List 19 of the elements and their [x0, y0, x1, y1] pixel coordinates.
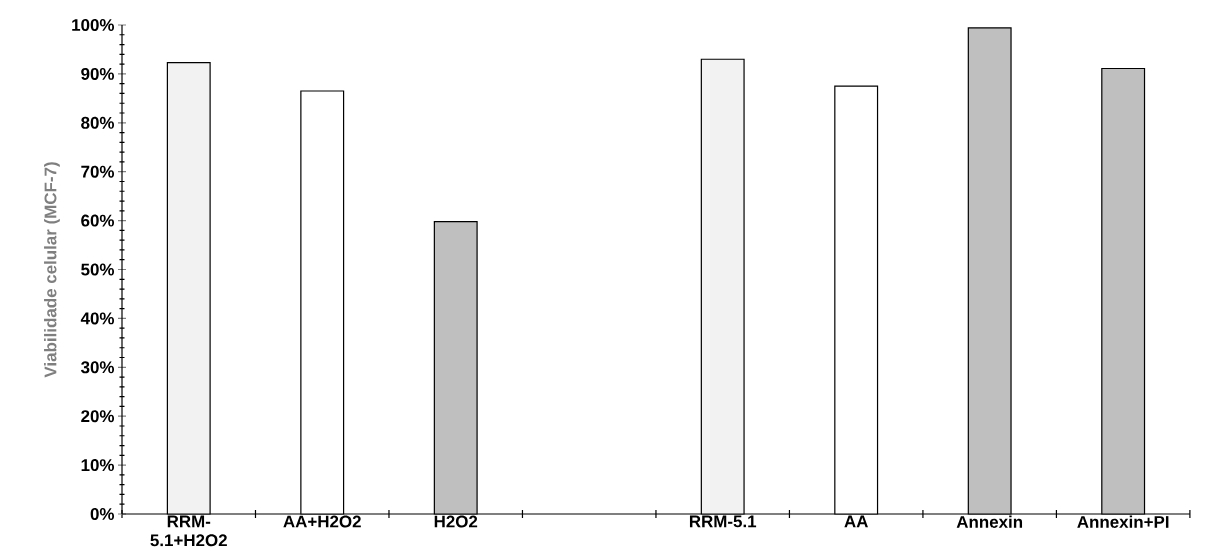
x-tick-label: H2O2 [434, 515, 478, 528]
y-tick-label: 40% [80, 312, 115, 325]
y-tick-label: 10% [81, 459, 115, 472]
y-tick-label: 50% [81, 263, 115, 276]
y-axis-title: Viabilidade celular (MCF-7) [44, 162, 60, 378]
y-tick-label: 0% [90, 508, 115, 520]
x-tick-label: RRM-5.1+H2O2 [150, 515, 227, 547]
y-tick-label: 100% [72, 19, 115, 31]
y-tick-label: 20% [81, 410, 115, 423]
y-tick-label: 60% [81, 214, 115, 227]
y-tick-label: 30% [80, 361, 115, 374]
x-tick-label: Annexin+PI [1077, 515, 1169, 528]
y-tick-label: 90% [81, 67, 115, 80]
x-tick-label: AA+H2O2 [283, 515, 361, 528]
x-tick-label: Annexin [956, 515, 1023, 528]
y-tick-label: 70% [81, 165, 115, 178]
x-tick-label: AA [844, 515, 868, 528]
y-tick-label: 80% [81, 116, 115, 129]
x-tick-label: RRM-5.1 [689, 515, 757, 528]
